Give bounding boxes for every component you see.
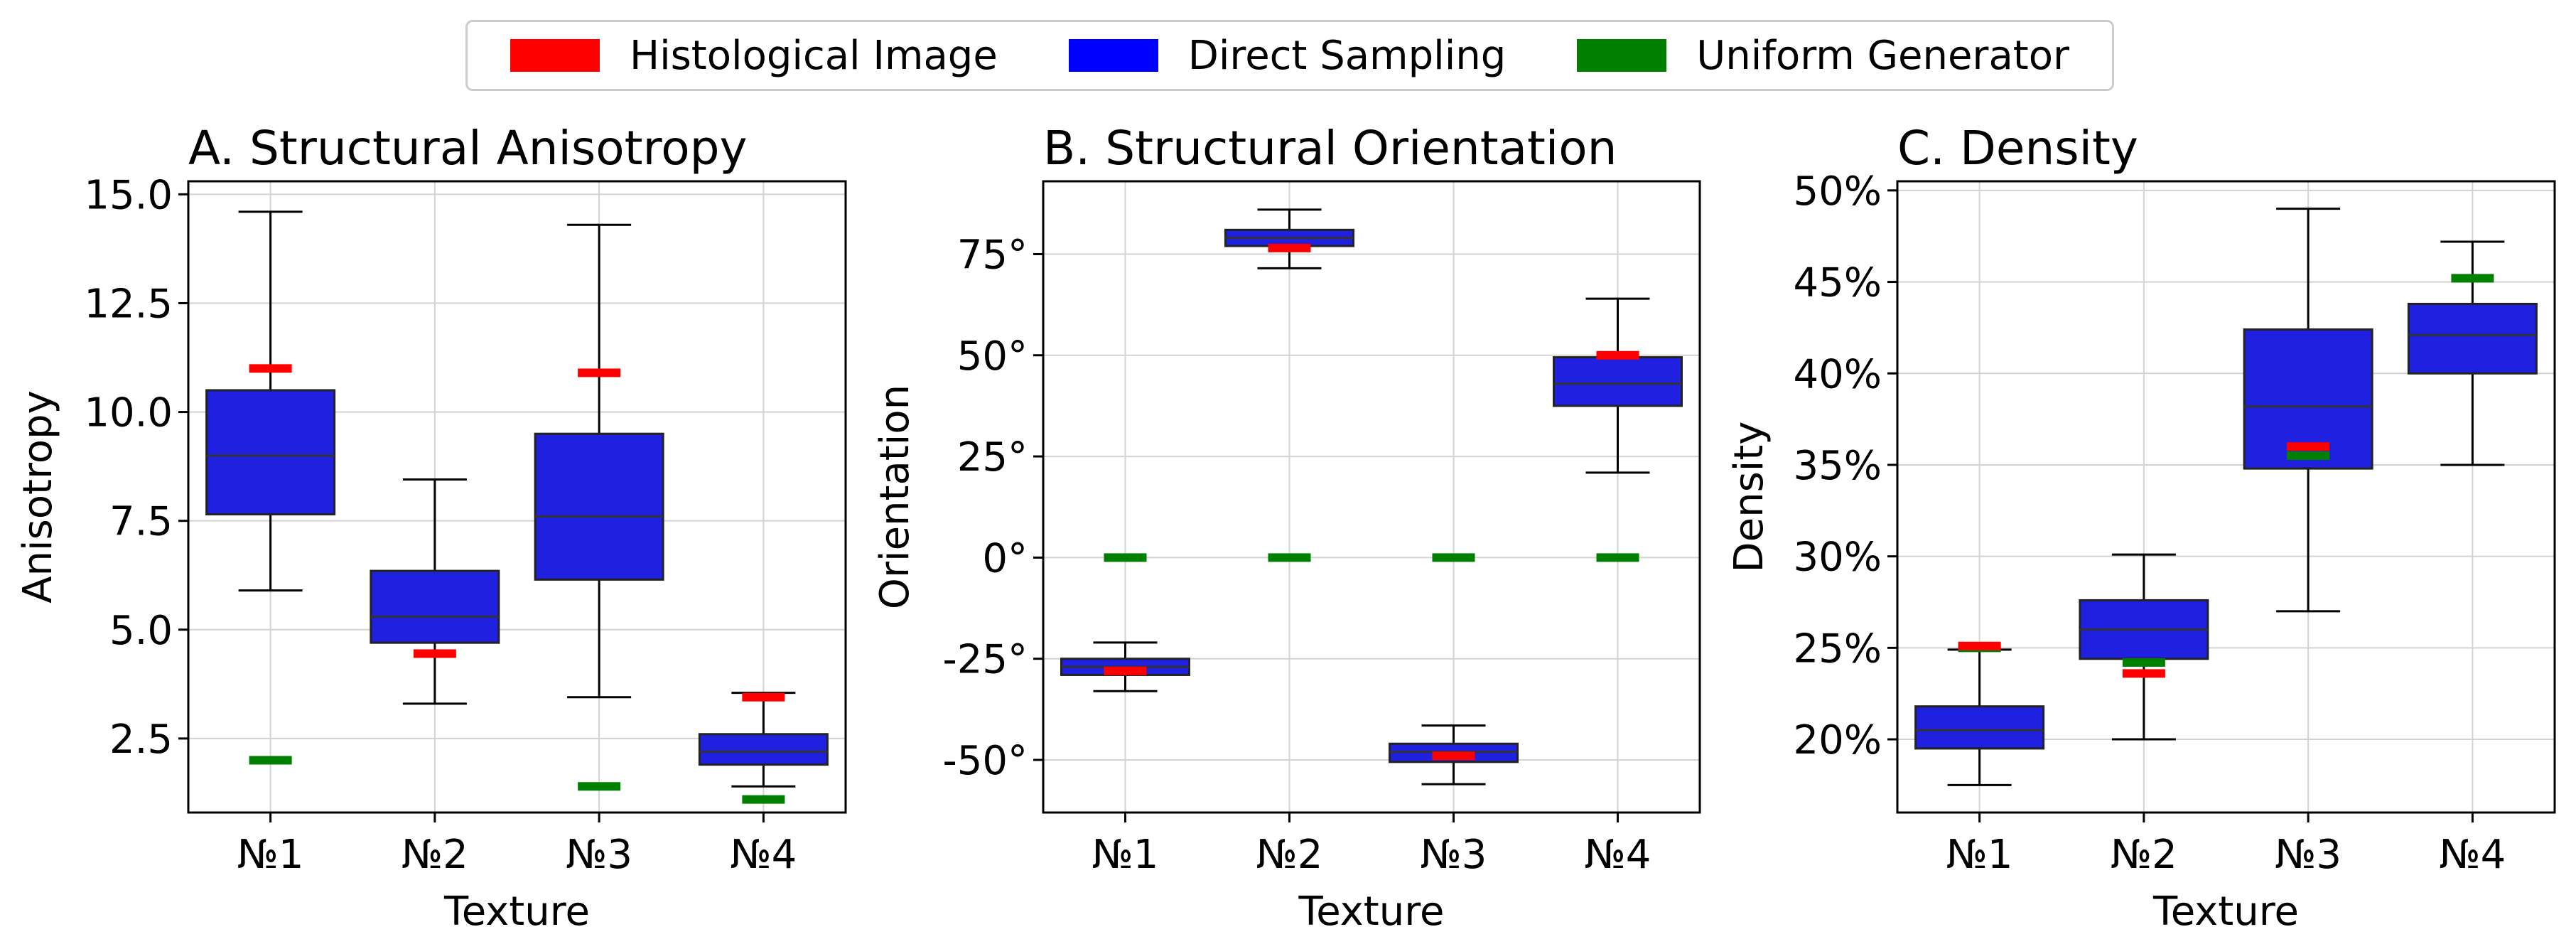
orientation-histological-marker-1 [1104, 666, 1147, 675]
box-iqr [2407, 302, 2538, 375]
density-ytick-label: 45% [1794, 260, 1882, 306]
density-box-2 [2079, 553, 2209, 741]
anisotropy-ytick-label: 2.5 [109, 717, 173, 763]
density-histological-marker-3 [2287, 442, 2330, 451]
orientation-histological-marker-4 [1596, 350, 1639, 360]
density-box-4 [2407, 240, 2538, 466]
anisotropy-ytick-label: 10.0 [84, 390, 173, 436]
orientation-ytick-label: 0° [982, 535, 1028, 581]
anisotropy-histological-marker-1 [249, 364, 292, 373]
anisotropy-histological-marker-4 [742, 692, 785, 702]
density-box-1 [1914, 648, 2045, 786]
anisotropy-xlabel: Texture [443, 889, 590, 935]
density-xtick-label: №3 [2275, 832, 2341, 878]
legend-item-uniform-generator: Uniform Generator [1577, 33, 2069, 79]
orientation-uniform-marker-3 [1432, 553, 1475, 562]
box-iqr [205, 389, 336, 515]
legend-item-direct-sampling: Direct Sampling [1068, 32, 1507, 79]
anisotropy-histological-marker-2 [413, 649, 456, 658]
density-uniform-marker-2 [2122, 658, 2165, 667]
legend-item-histological: Histological Image [510, 33, 998, 79]
box-iqr [534, 432, 664, 581]
orientation-ytick-label: 25° [957, 434, 1028, 481]
density-ytick-label: 35% [1794, 443, 1882, 489]
anisotropy-ylabel: Anisotropy [15, 390, 61, 604]
orientation-ytick-label: -25° [943, 637, 1028, 683]
density-histological-marker-1 [1958, 641, 2001, 650]
anisotropy-ytick-label: 15.0 [84, 172, 173, 218]
density-ylabel: Density [1726, 422, 1772, 573]
orientation-xtick-label: №4 [1585, 832, 1651, 878]
orientation-ytick-label: -50° [943, 738, 1028, 784]
orientation-ytick-label: 50° [957, 333, 1028, 380]
anisotropy-frame [187, 180, 847, 814]
density-ytick-label: 30% [1794, 535, 1882, 581]
anisotropy-ytick-label: 12.5 [84, 281, 173, 327]
anisotropy-xtick-label: №1 [237, 832, 304, 878]
density-ytick-label: 20% [1794, 717, 1882, 763]
orientation-uniform-marker-1 [1104, 553, 1147, 562]
anisotropy-box-3 [534, 223, 664, 699]
orientation-ylabel: Orientation [872, 385, 918, 609]
box-iqr [698, 733, 829, 766]
orientation-uniform-marker-4 [1596, 553, 1639, 562]
legend: Histological Image Direct Sampling Unifo… [465, 20, 2114, 91]
orientation-uniform-marker-2 [1268, 553, 1311, 562]
density-xtick-label: №2 [2111, 832, 2177, 878]
legend-label-uniform-generator: Uniform Generator [1696, 32, 2070, 79]
orientation-histological-marker-3 [1432, 751, 1475, 761]
anisotropy-box-1 [205, 210, 336, 592]
panel-anisotropy: 2.5 5.0 7.5 10.0 12.5 15.0 №1 №2 №3 №4 A. Structur… [15, 121, 847, 935]
legend-swatch-histological [510, 39, 600, 72]
density-uniform-marker-4 [2451, 274, 2494, 283]
orientation-box-2 [1224, 208, 1354, 269]
density-ytick-label: 40% [1794, 351, 1882, 397]
density-xlabel: Texture [2152, 889, 2299, 935]
anisotropy-uniform-marker-3 [578, 782, 621, 791]
legend-label-direct-sampling: Direct Sampling [1187, 32, 1507, 79]
anisotropy-box-4 [698, 692, 829, 788]
density-xtick-label: №4 [2439, 832, 2506, 878]
density-box-3 [2243, 208, 2373, 613]
density-ytick-label: 25% [1794, 626, 1882, 672]
anisotropy-ytick-label: 7.5 [109, 499, 173, 545]
orientation-xtick-label: №1 [1092, 832, 1159, 878]
orientation-histological-marker-2 [1268, 243, 1311, 252]
density-histological-marker-2 [2122, 669, 2165, 678]
anisotropy-box-2 [370, 478, 500, 705]
box-iqr [1553, 356, 1683, 407]
box-iqr [370, 569, 500, 644]
density-ytick-label: 50% [1794, 168, 1882, 215]
anisotropy-xtick-label: №4 [730, 832, 797, 878]
panel-density: 20% 25% 30% 35% 40% 45% 50% №1 №2 №3 №4 C. Density T… [1726, 121, 2556, 935]
density-xtick-label: №1 [1946, 832, 2013, 878]
density-title: C. Density [1897, 121, 2138, 176]
orientation-frame [1042, 180, 1701, 814]
orientation-ytick-label: 75° [957, 232, 1028, 278]
orientation-xtick-label: №3 [1421, 832, 1487, 878]
legend-label-histological: Histological Image [629, 32, 998, 79]
orientation-title: B. Structural Orientation [1043, 121, 1617, 176]
box-iqr [1914, 705, 2045, 750]
anisotropy-xtick-label: №2 [402, 832, 468, 878]
legend-swatch-direct-sampling [1068, 39, 1158, 72]
orientation-xtick-label: №2 [1256, 832, 1323, 878]
anisotropy-uniform-marker-4 [742, 795, 785, 804]
anisotropy-uniform-marker-1 [249, 756, 292, 765]
legend-swatch-uniform-generator [1577, 39, 1667, 72]
orientation-box-4 [1553, 297, 1683, 474]
anisotropy-title: A. Structural Anisotropy [188, 121, 748, 176]
anisotropy-xtick-label: №3 [566, 832, 632, 878]
density-frame [1896, 180, 2556, 814]
orientation-xlabel: Texture [1298, 889, 1445, 935]
panel-orientation: -50° -25° 0° 25° 50° 75° №1 №2 №3 №4 B. Structural… [872, 121, 1701, 935]
density-uniform-marker-3 [2287, 451, 2330, 461]
anisotropy-histological-marker-3 [578, 368, 621, 377]
anisotropy-ytick-label: 5.0 [109, 608, 173, 654]
